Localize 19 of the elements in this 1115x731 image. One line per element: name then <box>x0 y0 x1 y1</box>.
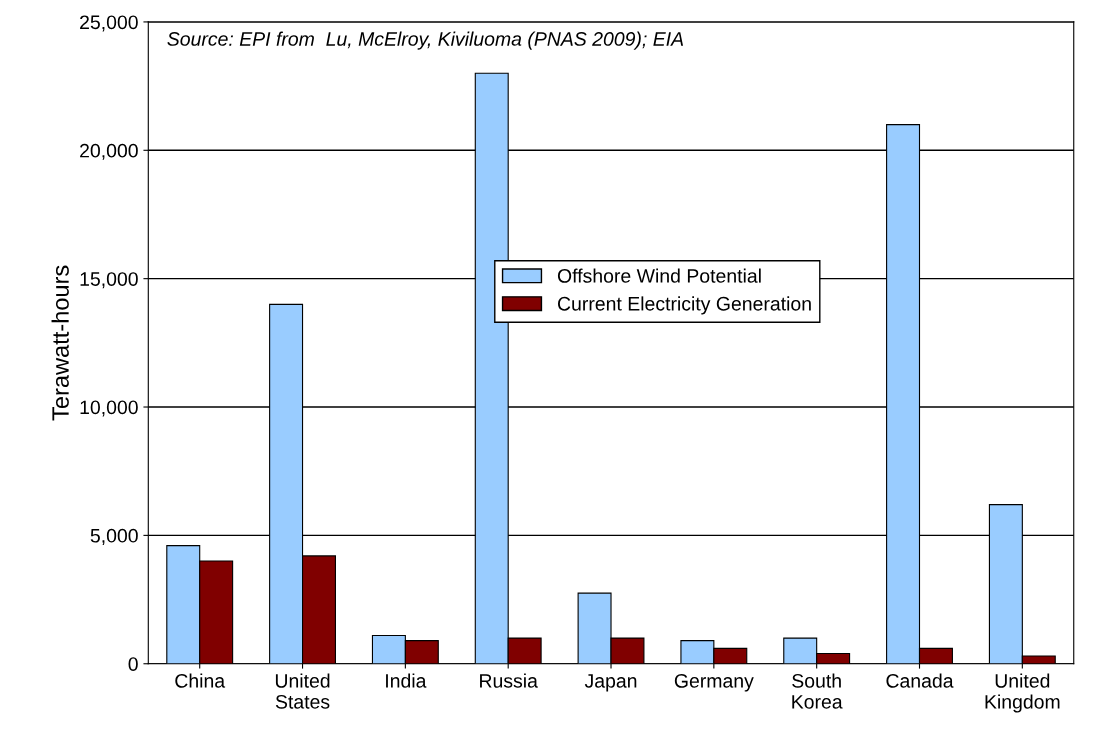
y-tick-label: 5,000 <box>90 528 138 545</box>
y-tick-label: 20,000 <box>80 143 138 160</box>
x-tick-label: Japan <box>584 674 637 692</box>
x-tick-label: Canada <box>886 673 954 688</box>
x-tick-label: South Korea <box>792 673 843 709</box>
x-tick-label: China <box>175 673 226 688</box>
y-tick-label: 10,000 <box>80 400 138 417</box>
x-tick-label: United States <box>275 673 330 709</box>
y-axis-title: Terawatt-hours <box>51 265 69 421</box>
x-tick-label: Germany <box>674 673 754 692</box>
x-tick-label: Russia <box>480 673 538 688</box>
y-tick-label: 15,000 <box>80 272 138 289</box>
legend-label: Current Electricity Generation <box>557 296 811 315</box>
y-tick-label: 25,000 <box>80 15 138 32</box>
x-tick-label: India <box>386 673 427 688</box>
annotation: Source: EPI from Lu, McElroy, Kiviluoma (PNAS 2009); EIA <box>167 31 684 50</box>
legend-label: Offshore Wind Potential <box>557 268 761 283</box>
x-tick-label: United Kingdom <box>985 673 1060 713</box>
y-tick-label: 0 <box>128 657 138 671</box>
